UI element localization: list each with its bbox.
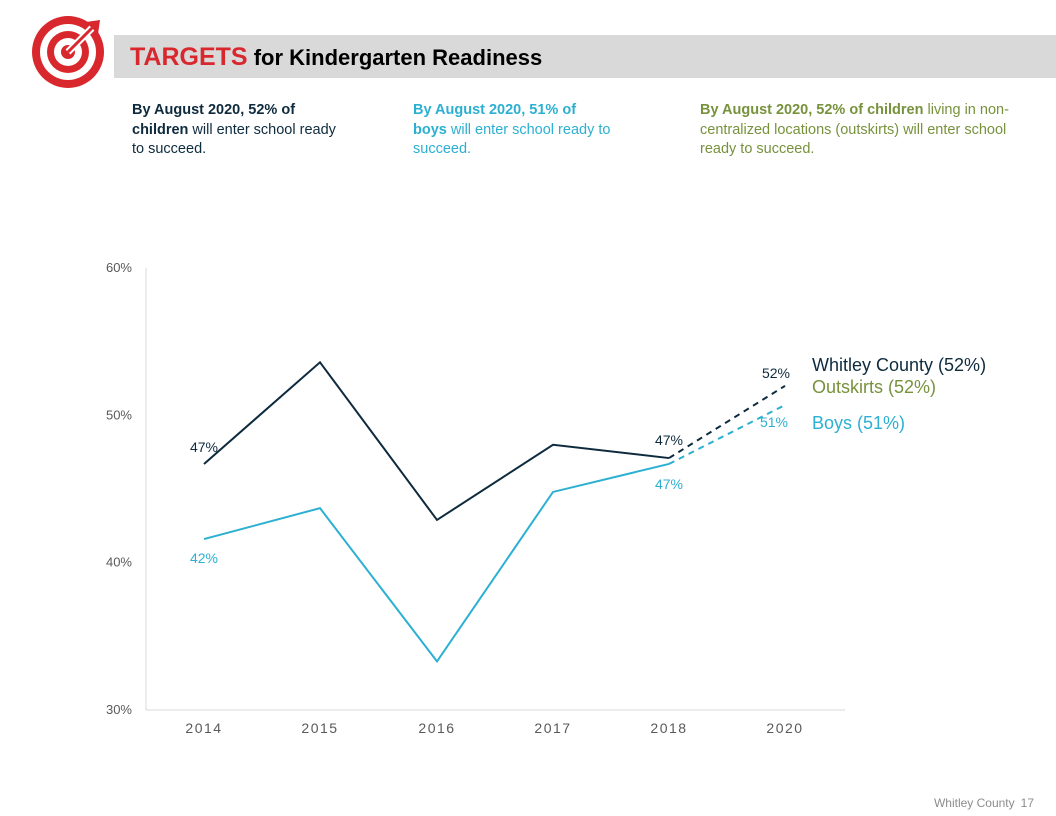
series-projection-0 (668, 385, 786, 459)
target-children: By August 2020, 52% of children will ent… (132, 101, 342, 160)
legend-boys: Boys (51%) (812, 413, 905, 433)
legend-outskirts: Outskirts (52%) (812, 377, 936, 397)
target-outskirts-rest: living in non-centralized locations (out… (700, 102, 1009, 157)
series-line-1 (203, 462, 670, 664)
target-children-bold: By August 2020, 52% of children (132, 102, 296, 138)
x-tick-label: 2014 (185, 720, 222, 736)
footer-source: Whitley County (933, 796, 1015, 810)
x-tick-label: 2017 (534, 720, 571, 736)
target-boys-bold: By August 2020, 51% of boys (413, 102, 577, 138)
title-bar (114, 35, 1056, 78)
target-children-rest: will enter school ready to succeed. (132, 121, 336, 158)
data-label: 47% (655, 476, 683, 492)
data-label: 47% (190, 439, 218, 455)
target-arrow-icon (32, 16, 104, 88)
title-rest: for Kindergarten Readiness (247, 45, 543, 70)
target-boys-rest: will enter school ready to succeed. (413, 121, 611, 158)
page-number: 17 (1020, 796, 1034, 810)
y-tick-label: 50% (106, 407, 132, 422)
y-tick-label: 40% (106, 555, 132, 570)
target-outskirts: By August 2020, 52% of children living i… (700, 101, 1020, 160)
footer: Whitley County 17 (934, 796, 1034, 810)
data-label: 52% (762, 365, 790, 381)
legend-whitley-county: Whitley County (52%) (812, 355, 986, 375)
target-outskirts-bold: By August 2020, 52% of children (700, 102, 924, 118)
y-tick-label: 60% (106, 260, 132, 275)
title-highlight: TARGETS (130, 43, 248, 71)
x-tick-label: 2020 (766, 720, 803, 736)
data-label: 42% (190, 550, 218, 566)
target-boys: By August 2020, 51% of boys will enter s… (413, 101, 613, 160)
y-tick-label: 30% (106, 702, 132, 717)
page-title: TARGETS for Kindergarten Readiness (130, 41, 542, 74)
x-tick-label: 2018 (650, 720, 687, 736)
series-line-0 (203, 360, 670, 522)
data-label: 47% (655, 432, 683, 448)
data-label: 51% (760, 414, 788, 430)
x-tick-label: 2016 (418, 720, 455, 736)
x-tick-label: 2015 (301, 720, 338, 736)
